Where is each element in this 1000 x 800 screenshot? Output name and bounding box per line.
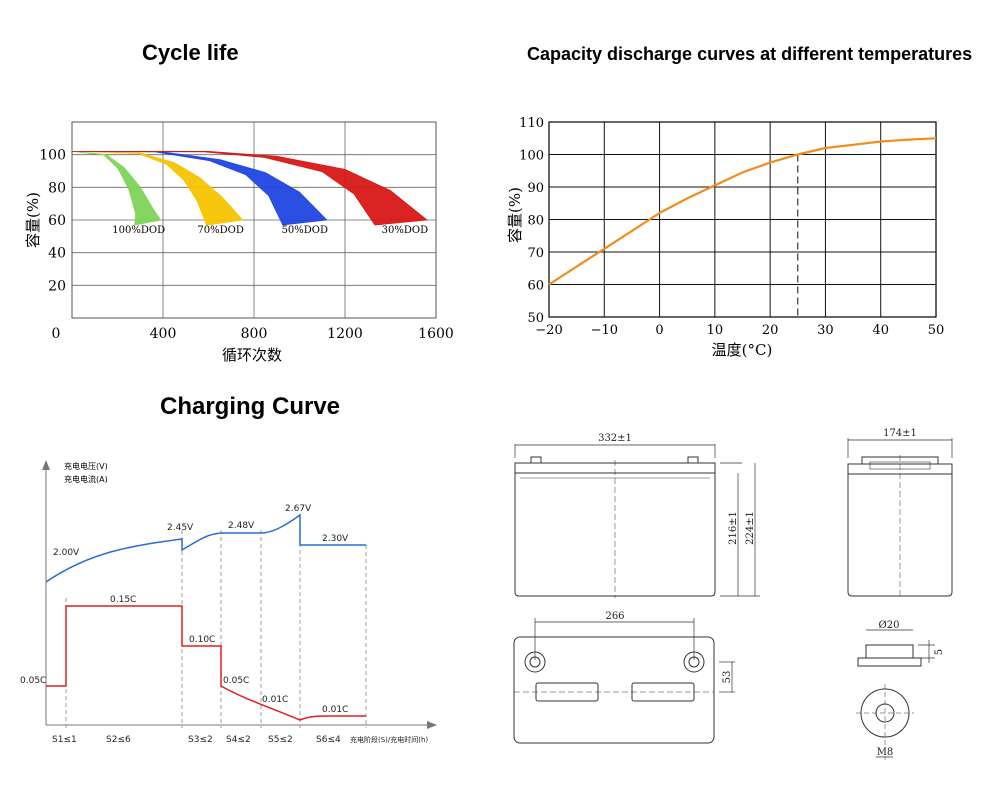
c1-x-tick-label: 400 [150, 326, 177, 342]
c3-x-axis-arrow [427, 721, 437, 729]
side-width-dimension: 174±1 [883, 428, 917, 439]
c1-x-tick-label: 1600 [418, 326, 454, 342]
height-dimension-b: 224±1 [745, 511, 756, 545]
cycle-life-title: Cycle life [142, 40, 239, 65]
c3-voltage-label: 2.48V [228, 521, 255, 531]
c3-current-label: 0.15C [110, 595, 136, 605]
terminal-spacing-dimension: 266 [605, 611, 624, 622]
c2-x-tick-label: −10 [591, 323, 618, 338]
bolt-size-label: M8 [877, 747, 894, 758]
c2-x-tick-label: 0 [655, 323, 663, 338]
c1-x-tick-label: 1200 [327, 326, 363, 342]
c1-series-label: 100%DOD [112, 225, 165, 236]
c2-y-tick-label: 70 [527, 246, 544, 261]
c3-y-axis-arrow [42, 460, 50, 470]
c1-series-band-70pctdod [71, 151, 244, 226]
front-width-dimension: 332±1 [598, 433, 632, 444]
c2-x-tick-label: 30 [817, 323, 834, 338]
c2-x-tick-label: 20 [762, 323, 779, 338]
front-view [514, 444, 760, 598]
c1-y-tick-label: 80 [48, 180, 66, 196]
height-dimension-a: 216±1 [728, 511, 739, 545]
charging-curve-title: Charging Curve [160, 393, 341, 420]
cycle-life-chart: 20 40 60 80 100 0 400 800 1200 1600 100%DOD 70%DO… [24, 121, 454, 364]
c3-voltage-label: 2.00V [53, 548, 80, 558]
c2-y-tick-label: 100 [519, 149, 544, 164]
side-view [847, 438, 953, 598]
charging-curve-chart: 充电电压(V) 充电电流(A) 2.00V 2.45V 2.48V 2.67V … [20, 460, 437, 745]
c3-voltage-line [45, 513, 366, 583]
c2-y-tick-label: 110 [519, 116, 544, 131]
terminal-offset-dimension: 53 [722, 671, 733, 684]
c3-current-label: 0.01C [322, 705, 348, 715]
c1-series-band-50pctdod [71, 151, 328, 226]
temperature-chart: 50 60 70 80 90 100 110 −20 −10 0 10 20 30 40 50 温度(°C… [506, 116, 944, 359]
c3-stage-label: S5≤2 [268, 735, 293, 745]
c3-stage-label: S1≤1 [52, 735, 77, 745]
c1-y-axis-label: 容量(%) [24, 192, 42, 248]
c3-legend-voltage: 充电电压(V) [64, 461, 108, 471]
c3-voltage-label: 2.30V [322, 534, 349, 544]
terminal-diameter-dimension: Ø20 [879, 620, 900, 631]
c3-x-axis-label: 充电阶段(S)/充电时间(h) [350, 735, 428, 744]
c3-legend-current: 充电电流(A) [64, 474, 108, 484]
c3-current-label: 0.05C [20, 676, 46, 686]
c3-stage-label: S3≤2 [188, 735, 213, 745]
c3-stage-label: S6≤4 [316, 735, 341, 745]
c3-stage-label: S4≤2 [226, 735, 251, 745]
c1-series-label: 70%DOD [197, 225, 243, 236]
c1-y-tick-label: 100 [39, 148, 66, 164]
c2-x-tick-label: −20 [535, 323, 562, 338]
c2-y-tick-label: 90 [527, 181, 544, 196]
c3-current-line [46, 605, 366, 721]
c1-series-label: 50%DOD [282, 225, 328, 236]
c2-y-tick-label: 50 [527, 311, 544, 326]
c3-stage-dividers [65, 515, 367, 728]
c1-x-axis-label: 循环次数 [222, 346, 282, 364]
c2-y-axis-label: 容量(%) [506, 187, 524, 243]
terminal-detail [856, 629, 935, 760]
c3-current-label: 0.05C [223, 676, 249, 686]
dimension-drawing [513, 438, 953, 760]
c1-series-band-100pctdod [71, 151, 162, 226]
c3-current-label: 0.01C [262, 695, 288, 705]
c3-stage-label: S2≤6 [106, 735, 131, 745]
temperature-chart-title: Capacity discharge curves at different t… [527, 44, 973, 64]
c1-y-tick-label: 40 [48, 246, 66, 262]
terminal-height-dimension: 5 [934, 649, 945, 655]
c1-y-tick-label: 60 [48, 213, 66, 229]
c2-y-tick-label: 60 [527, 279, 544, 294]
c1-series-band-30pctdod [71, 151, 428, 226]
c1-series-label: 30%DOD [382, 225, 428, 236]
c1-x-tick-label: 800 [241, 326, 268, 342]
c2-x-tick-label: 40 [872, 323, 889, 338]
c2-x-tick-label: 10 [707, 323, 724, 338]
c1-y-tick-label: 20 [48, 278, 66, 294]
c3-voltage-label: 2.67V [285, 504, 312, 514]
c3-voltage-label: 2.45V [167, 523, 194, 533]
c2-x-axis-label: 温度(°C) [712, 341, 773, 359]
c1-x-tick-label: 0 [52, 326, 61, 342]
c3-current-label: 0.10C [189, 635, 215, 645]
c2-capacity-line [548, 137, 937, 286]
c2-y-tick-label: 80 [527, 214, 544, 229]
c2-x-tick-label: 50 [928, 323, 945, 338]
top-view [513, 618, 735, 744]
